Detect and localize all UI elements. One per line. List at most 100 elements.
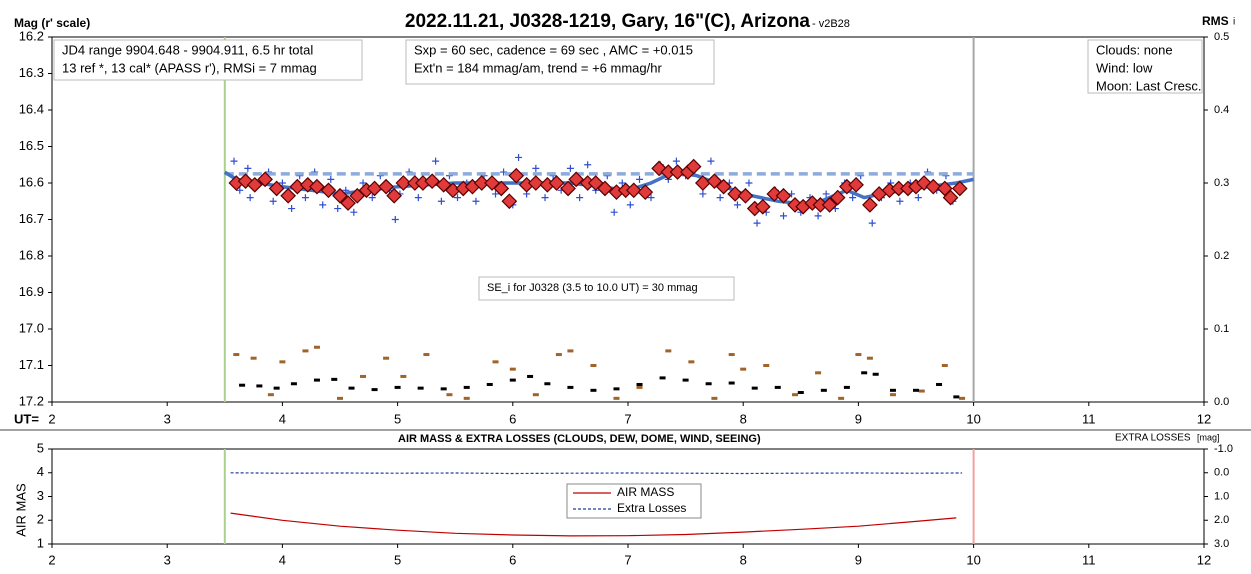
x-tick-label: 3 <box>164 552 171 567</box>
cross-marker <box>618 179 626 187</box>
dash-marker <box>233 353 240 357</box>
annotation: Wind: low <box>1096 60 1153 75</box>
dash-marker <box>360 374 367 378</box>
dash-marker <box>302 349 309 353</box>
y2-tick-label: 1.0 <box>1214 490 1229 502</box>
diamond-marker <box>560 180 576 197</box>
cross-marker <box>327 175 335 183</box>
x-tick-label: 6 <box>509 552 516 567</box>
dash-marker <box>256 384 263 388</box>
diamond-marker <box>268 180 285 197</box>
cross-marker <box>244 164 252 172</box>
cross-marker <box>707 157 715 165</box>
cross-marker <box>647 194 655 202</box>
legend-label: Extra Losses <box>617 501 686 515</box>
dash-marker <box>636 382 643 386</box>
cross-marker <box>868 219 876 227</box>
diamond-marker <box>309 178 325 195</box>
series-line <box>230 512 957 537</box>
dash-marker <box>590 364 597 367</box>
cross-marker <box>246 194 254 202</box>
x-axis-label: UT= <box>14 411 39 426</box>
cross-marker <box>566 164 574 172</box>
diamond-marker <box>685 158 702 175</box>
cross-marker <box>849 194 857 202</box>
diamond-marker <box>424 173 441 190</box>
dash-marker <box>728 353 735 357</box>
y-tick-label: 16.9 <box>19 284 44 299</box>
dash-marker <box>463 385 470 389</box>
dash-marker <box>774 385 781 389</box>
diamond-marker <box>395 175 412 191</box>
cross-marker <box>780 212 788 220</box>
dash-marker <box>861 371 868 375</box>
y-tick-label: 16.3 <box>19 65 44 80</box>
diamond-marker <box>257 171 273 188</box>
dash-marker <box>423 353 430 357</box>
diamond-marker <box>280 187 297 204</box>
diamond-marker <box>936 180 953 197</box>
dash-marker <box>613 396 620 400</box>
dash-marker <box>889 393 896 397</box>
y-tick-label: 5 <box>37 440 44 455</box>
y-tick-label: 16.5 <box>19 138 44 153</box>
dash-marker <box>400 374 407 378</box>
x-tick-label: 7 <box>624 411 631 426</box>
dash-marker <box>509 378 516 382</box>
dash-marker <box>797 391 804 395</box>
y2-tick-label: -1.0 <box>1214 443 1233 455</box>
cross-marker <box>822 190 830 198</box>
x-tick-label: 5 <box>394 552 401 567</box>
cross-marker <box>672 157 680 165</box>
dash-marker <box>267 393 274 397</box>
chart-title: AIR MASS & EXTRA LOSSES (CLOUDS, DEW, DO… <box>398 433 761 445</box>
dash-marker <box>855 353 862 357</box>
annotation: SE_i for J0328 (3.5 to 10.0 UT) = 30 mma… <box>487 282 698 294</box>
y-tick-label: 2 <box>37 512 44 527</box>
y-tick-label: 16.6 <box>19 174 44 189</box>
dash-marker <box>682 378 689 382</box>
y-axis-label: AIR MAS <box>13 483 28 537</box>
cross-marker <box>301 194 309 202</box>
y2-axis-label: EXTRA LOSSES <box>1115 433 1191 444</box>
diamond-marker <box>775 187 792 204</box>
diamond-marker <box>386 187 402 204</box>
y-tick-label: 4 <box>37 464 44 479</box>
x-tick-label: 10 <box>966 411 980 426</box>
cross-marker <box>745 179 753 187</box>
dash-marker <box>953 395 960 399</box>
dash-marker <box>509 367 516 371</box>
y2-tick-label: 0.0 <box>1214 396 1229 408</box>
dash-marker <box>239 383 246 387</box>
dash-marker <box>555 353 562 357</box>
cross-marker <box>472 197 480 205</box>
dash-marker <box>394 385 401 389</box>
x-tick-label: 8 <box>740 411 747 426</box>
y2-tick-label: 2.0 <box>1214 514 1229 526</box>
dash-marker <box>417 386 424 390</box>
diamond-marker <box>951 180 968 197</box>
diamond-marker <box>508 167 525 184</box>
diamond-marker <box>669 164 686 180</box>
dash-marker <box>740 367 747 371</box>
diamond-marker <box>493 180 510 197</box>
cross-marker <box>515 153 523 161</box>
diamond-marker <box>332 187 348 204</box>
dash-marker <box>590 388 597 392</box>
dash-marker <box>463 396 470 400</box>
dash-marker <box>728 381 735 385</box>
dash-marker <box>567 385 574 389</box>
dash-marker <box>446 393 453 397</box>
dash-marker <box>313 345 320 349</box>
dash-marker <box>486 382 493 386</box>
cross-marker <box>359 179 367 187</box>
annotation-box <box>478 276 735 301</box>
annotation: Clouds: none <box>1096 42 1173 57</box>
diamond-marker <box>942 189 959 206</box>
cross-marker <box>500 168 508 176</box>
dash-marker <box>492 360 499 364</box>
cross-marker <box>414 194 422 202</box>
cross-marker <box>437 197 445 205</box>
legend-box <box>566 483 702 519</box>
